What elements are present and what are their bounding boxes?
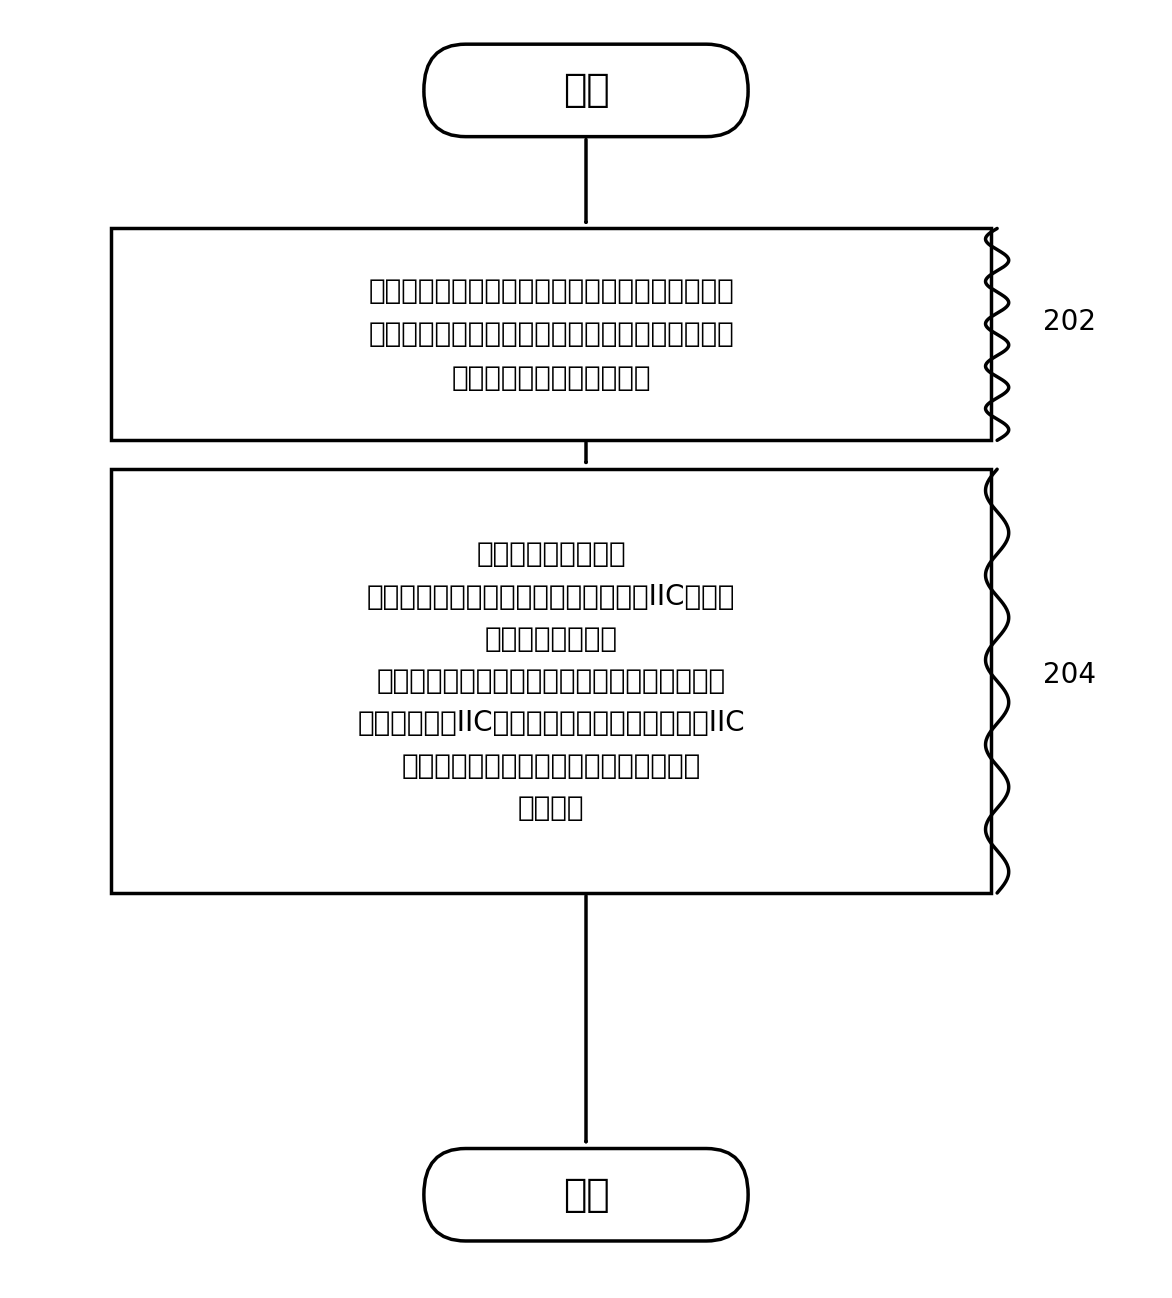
Text: 在伽玛校正缓冲电路所在的电路系统上电时，判断
伽玛校正缓冲电路的数字工作电压是否大于等于伽
玛校正缓冲电路的阀値电压: 在伽玛校正缓冲电路所在的电路系统上电时，判断 伽玛校正缓冲电路的数字工作电压是否… xyxy=(368,276,734,392)
FancyBboxPatch shape xyxy=(424,44,748,136)
FancyBboxPatch shape xyxy=(424,1149,748,1241)
Bar xyxy=(111,228,992,440)
Text: 202: 202 xyxy=(1043,308,1097,336)
Bar xyxy=(111,469,992,893)
Text: 204: 204 xyxy=(1043,661,1097,689)
Text: 结束: 结束 xyxy=(563,1176,609,1214)
Text: 当数字工作电压小于
阀値电压时，控制伽玛校正缓冲电路的IIC串行总
线被禁止操作，当
数字工作电压大于等于阀値电压时，控制伽玛校
正缓冲电路的IIC串行总线被允: 当数字工作电压小于 阀値电压时，控制伽玛校正缓冲电路的IIC串行总 线被禁止操作… xyxy=(357,540,745,822)
Text: 开始: 开始 xyxy=(563,71,609,109)
